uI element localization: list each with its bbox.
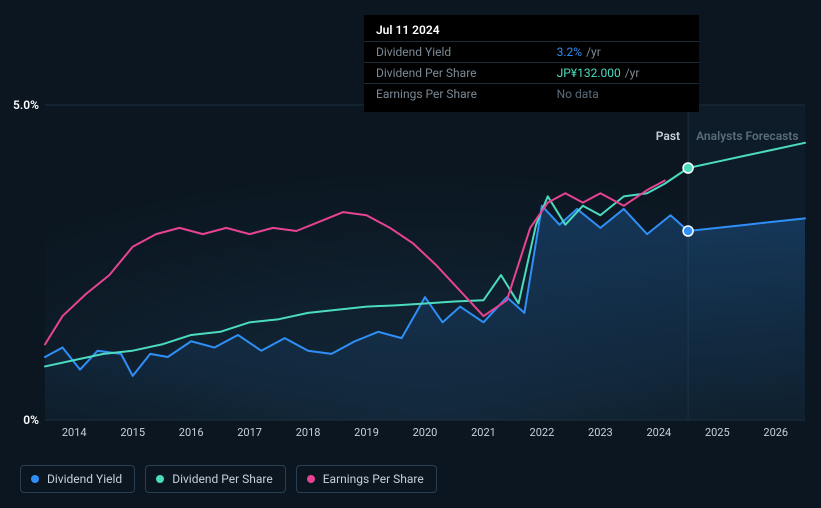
svg-text:0%: 0% bbox=[23, 413, 39, 427]
tooltip-row-label: Earnings Per Share bbox=[364, 84, 545, 105]
svg-text:2016: 2016 bbox=[179, 426, 204, 439]
tooltip-row-value: JP¥132.000/yr bbox=[545, 63, 699, 84]
svg-text:2023: 2023 bbox=[588, 426, 613, 439]
svg-text:2017: 2017 bbox=[237, 426, 262, 439]
legend-item-dividend-yield[interactable]: Dividend Yield bbox=[20, 465, 135, 493]
tooltip-row: Earnings Per ShareNo data bbox=[364, 84, 699, 105]
svg-text:Analysts Forecasts: Analysts Forecasts bbox=[696, 129, 798, 143]
svg-text:2022: 2022 bbox=[530, 426, 555, 439]
tooltip-row-label: Dividend Yield bbox=[364, 42, 545, 63]
tooltip-row: Dividend Yield3.2%/yr bbox=[364, 42, 699, 63]
tooltip-row-label: Dividend Per Share bbox=[364, 63, 545, 84]
svg-text:2020: 2020 bbox=[413, 426, 438, 439]
legend-label: Dividend Yield bbox=[47, 472, 122, 486]
legend-item-earnings-per-share[interactable]: Earnings Per Share bbox=[296, 465, 437, 493]
tooltip-row-value: No data bbox=[545, 84, 699, 105]
legend-label: Earnings Per Share bbox=[323, 472, 424, 486]
dividend-history-chart: 0% 5.0% 2014 2015 2016 2017 2018 2019 2020 2021 20… bbox=[0, 0, 821, 508]
tooltip-row: Dividend Per ShareJP¥132.000/yr bbox=[364, 63, 699, 84]
svg-text:5.0%: 5.0% bbox=[13, 98, 39, 112]
legend-dot-icon bbox=[307, 475, 315, 483]
svg-text:2024: 2024 bbox=[646, 426, 671, 439]
legend-label: Dividend Per Share bbox=[172, 472, 273, 486]
legend-dot-icon bbox=[156, 475, 164, 483]
svg-text:2014: 2014 bbox=[62, 426, 87, 439]
chart-tooltip: Jul 11 2024 Dividend Yield3.2%/yrDividen… bbox=[364, 15, 699, 112]
tooltip-row-value: 3.2%/yr bbox=[545, 42, 699, 63]
svg-text:2021: 2021 bbox=[471, 426, 496, 439]
svg-text:2015: 2015 bbox=[120, 426, 145, 439]
legend-item-dividend-per-share[interactable]: Dividend Per Share bbox=[145, 465, 286, 493]
tooltip-date: Jul 11 2024 bbox=[364, 23, 699, 41]
legend-dot-icon bbox=[31, 475, 39, 483]
svg-text:2026: 2026 bbox=[763, 426, 788, 439]
svg-text:2025: 2025 bbox=[705, 426, 730, 439]
svg-text:2018: 2018 bbox=[296, 426, 321, 439]
chart-legend: Dividend Yield Dividend Per Share Earnings… bbox=[20, 465, 437, 493]
svg-text:2019: 2019 bbox=[354, 426, 379, 439]
svg-text:Past: Past bbox=[656, 129, 680, 143]
